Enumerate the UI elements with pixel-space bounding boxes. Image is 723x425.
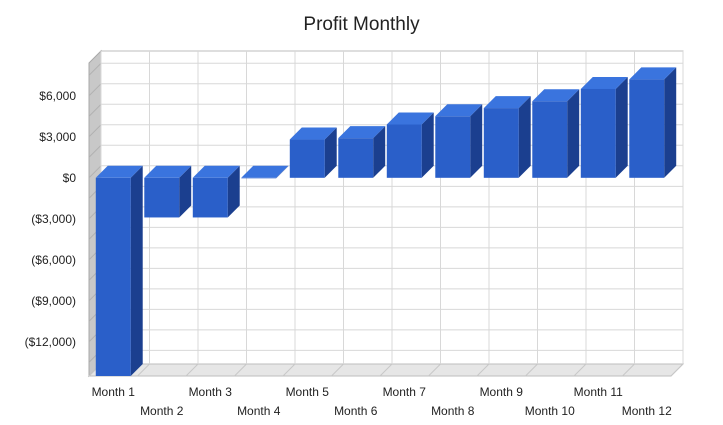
gridline-floor bbox=[185, 363, 199, 377]
x-tick-label: Month 4 bbox=[237, 404, 281, 418]
bar bbox=[338, 138, 374, 178]
y-tick-label: $3,000 bbox=[39, 130, 76, 144]
bar bbox=[580, 88, 616, 178]
bar-top bbox=[532, 89, 580, 102]
bar-side bbox=[518, 96, 531, 178]
bar-top bbox=[95, 165, 143, 178]
bar bbox=[144, 177, 180, 218]
gridline-wall bbox=[88, 103, 102, 117]
gridline-floor bbox=[622, 363, 635, 377]
bar-side bbox=[664, 67, 677, 178]
x-tick-label: Month 9 bbox=[480, 385, 524, 399]
gridline-wall bbox=[88, 62, 102, 76]
x-tick-label: Month 8 bbox=[431, 404, 475, 418]
bar bbox=[435, 116, 471, 178]
bar bbox=[192, 177, 228, 218]
bar-side bbox=[179, 165, 192, 218]
x-tick-label: Month 7 bbox=[383, 385, 427, 399]
gridline-floor bbox=[573, 363, 587, 377]
gridline-floor bbox=[476, 363, 490, 377]
bar-top bbox=[435, 104, 483, 117]
gridline-floor bbox=[525, 363, 538, 377]
gridline-floor bbox=[137, 363, 150, 377]
gridline-floor bbox=[282, 363, 296, 377]
x-tick-label: Month 11 bbox=[574, 385, 623, 399]
gridline-wall bbox=[88, 165, 102, 179]
bar bbox=[241, 177, 277, 179]
bar-top bbox=[629, 67, 677, 80]
y-tick-label: ($3,000) bbox=[31, 212, 76, 226]
x-tick-label: Month 6 bbox=[334, 404, 378, 418]
gridline-floor bbox=[331, 363, 344, 377]
bar-side bbox=[373, 126, 386, 178]
bar-top bbox=[144, 165, 192, 178]
y-tick-label: ($12,000) bbox=[25, 335, 76, 349]
chart-title: Profit Monthly bbox=[303, 14, 420, 35]
bar-side bbox=[615, 76, 628, 178]
x-tick-label: Month 5 bbox=[286, 385, 330, 399]
x-tick-label: Month 2 bbox=[140, 404, 184, 418]
bar-top bbox=[241, 165, 289, 178]
bar bbox=[629, 79, 665, 178]
x-tick-label: Month 3 bbox=[189, 385, 233, 399]
bar-side bbox=[324, 127, 337, 178]
bar-top bbox=[192, 165, 240, 178]
bar-side bbox=[227, 165, 240, 218]
gridline-wall bbox=[88, 144, 102, 158]
gridline-floor bbox=[379, 363, 393, 377]
gridline-floor bbox=[670, 363, 684, 377]
y-tick-label: $0 bbox=[63, 171, 77, 185]
bar-top bbox=[386, 112, 434, 125]
bar-side bbox=[421, 112, 434, 178]
bar bbox=[532, 101, 568, 178]
y-tick-label: ($6,000) bbox=[31, 253, 76, 267]
y-tick-label: $6,000 bbox=[39, 89, 76, 103]
gridline-floor bbox=[234, 363, 247, 377]
bar-top bbox=[338, 126, 386, 139]
bar-side bbox=[470, 104, 483, 178]
gridline-floor bbox=[428, 363, 441, 377]
bar-side bbox=[567, 89, 580, 178]
bar bbox=[483, 108, 519, 178]
bar-top bbox=[289, 127, 337, 140]
bar bbox=[289, 139, 325, 178]
gridline-wall bbox=[88, 83, 102, 97]
bar-side bbox=[130, 165, 143, 376]
x-tick-label: Month 12 bbox=[622, 404, 672, 418]
bar-side bbox=[276, 165, 289, 179]
bar bbox=[95, 177, 131, 376]
y-tick-label: ($9,000) bbox=[31, 294, 76, 308]
bar bbox=[386, 124, 422, 178]
bar-top bbox=[580, 76, 628, 89]
gridline-wall bbox=[88, 124, 102, 138]
x-tick-label: Month 1 bbox=[92, 385, 136, 399]
bar-top bbox=[483, 96, 531, 109]
x-tick-label: Month 10 bbox=[525, 404, 575, 418]
